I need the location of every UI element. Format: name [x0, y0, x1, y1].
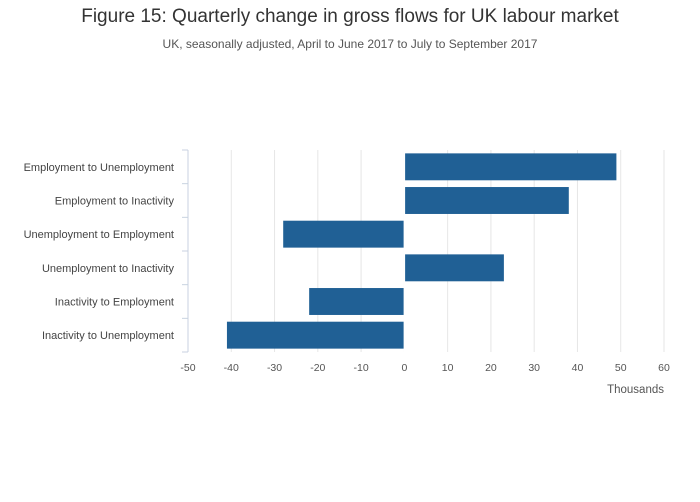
category-label: Inactivity to Unemployment: [42, 330, 174, 342]
bar: [404, 187, 569, 214]
bar: [404, 153, 617, 181]
x-tick-label: -40: [224, 362, 239, 374]
x-tick-label: 50: [615, 362, 627, 374]
chart-subtitle: UK, seasonally adjusted, April to June 2…: [162, 37, 538, 51]
category-label: Employment to Inactivity: [55, 196, 175, 208]
category-label: Unemployment to Employment: [24, 229, 174, 241]
category-label: Inactivity to Employment: [55, 297, 174, 309]
x-tick-label: 20: [485, 362, 497, 374]
x-tick-label: -10: [353, 362, 368, 374]
bar: [283, 220, 405, 248]
x-tick-label: 10: [442, 362, 454, 374]
x-tick-label: 60: [658, 362, 670, 374]
bar: [404, 254, 504, 282]
x-tick-label: -30: [267, 362, 282, 374]
x-tick-label: -20: [310, 362, 325, 374]
category-label: Unemployment to Inactivity: [42, 263, 175, 275]
y-axis: [182, 149, 189, 353]
chart-title: Figure 15: Quarterly change in gross flo…: [81, 6, 619, 27]
category-label: Employment to Unemployment: [24, 162, 174, 174]
bars: [226, 150, 617, 352]
x-tick-label: -50: [180, 362, 195, 374]
category-labels: Employment to Unemployment Employment to …: [24, 162, 175, 342]
x-tick-label: 0: [401, 362, 407, 374]
x-tick-label: 40: [572, 362, 584, 374]
x-tick-label: 30: [528, 362, 540, 374]
bar: [226, 321, 405, 349]
x-tick-labels: -50 -40 -30 -20 -10 0 10 20 30 40 50 60: [180, 362, 670, 374]
bar: [309, 288, 405, 315]
gridlines: [187, 150, 665, 352]
x-axis-title: Thousands: [607, 384, 664, 396]
